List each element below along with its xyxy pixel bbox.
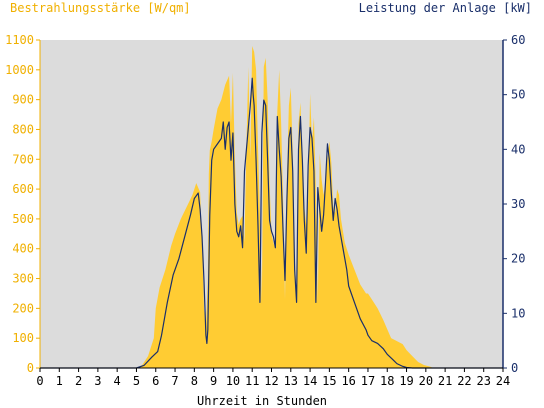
right-axis-title: Leistung der Anlage [kW] bbox=[359, 1, 532, 15]
x-tick-label: 4 bbox=[114, 374, 121, 388]
left-y-tick-label: 800 bbox=[12, 122, 34, 136]
right-y-tick-label: 40 bbox=[511, 142, 525, 156]
x-tick-label: 22 bbox=[457, 374, 471, 388]
x-tick-label: 0 bbox=[36, 374, 43, 388]
power-line bbox=[40, 77, 503, 369]
left-y-tick-label: 200 bbox=[12, 301, 34, 315]
x-tick-label: 11 bbox=[245, 374, 259, 388]
left-y-tick-label: 600 bbox=[12, 182, 34, 196]
left-y-tick-label: 0 bbox=[27, 361, 34, 375]
right-y-tick-label: 10 bbox=[511, 306, 525, 320]
x-tick-label: 6 bbox=[152, 374, 159, 388]
right-y-tick-label: 0 bbox=[511, 361, 518, 375]
x-tick-label: 14 bbox=[303, 374, 317, 388]
right-y-tick-label: 50 bbox=[511, 88, 525, 102]
right-y-tick-label: 60 bbox=[511, 33, 525, 47]
left-y-tick-label: 400 bbox=[12, 242, 34, 256]
left-y-tick-label: 1100 bbox=[5, 33, 34, 47]
x-tick-label: 12 bbox=[264, 374, 278, 388]
right-y-tick-label: 30 bbox=[511, 197, 525, 211]
x-tick-label: 7 bbox=[171, 374, 178, 388]
x-axis-title: Uhrzeit in Stunden bbox=[197, 394, 327, 408]
left-y-tick-label: 900 bbox=[12, 93, 34, 107]
left-y-tick-label: 700 bbox=[12, 152, 34, 166]
x-tick-label: 15 bbox=[322, 374, 336, 388]
x-tick-label: 1 bbox=[56, 374, 63, 388]
left-y-tick-label: 1000 bbox=[5, 63, 34, 77]
x-tick-label: 21 bbox=[438, 374, 452, 388]
x-tick-label: 13 bbox=[284, 374, 298, 388]
right-y-tick-label: 20 bbox=[511, 252, 525, 266]
irradiance-area bbox=[40, 45, 503, 369]
x-tick-label: 17 bbox=[361, 374, 375, 388]
x-tick-label: 19 bbox=[399, 374, 413, 388]
left-y-tick-label: 100 bbox=[12, 331, 34, 345]
x-tick-label: 5 bbox=[133, 374, 140, 388]
x-tick-label: 24 bbox=[496, 374, 510, 388]
x-tick-label: 3 bbox=[94, 374, 101, 388]
x-tick-label: 2 bbox=[75, 374, 82, 388]
x-tick-label: 23 bbox=[476, 374, 490, 388]
left-y-tick-label: 300 bbox=[12, 272, 34, 286]
x-tick-label: 20 bbox=[419, 374, 433, 388]
x-tick-label: 18 bbox=[380, 374, 394, 388]
x-tick-label: 9 bbox=[210, 374, 217, 388]
left-y-tick-label: 500 bbox=[12, 212, 34, 226]
x-tick-label: 16 bbox=[341, 374, 355, 388]
x-tick-label: 10 bbox=[226, 374, 240, 388]
x-tick-label: 8 bbox=[191, 374, 198, 388]
left-axis-title: Bestrahlungsstärke [W/qm] bbox=[10, 1, 191, 15]
